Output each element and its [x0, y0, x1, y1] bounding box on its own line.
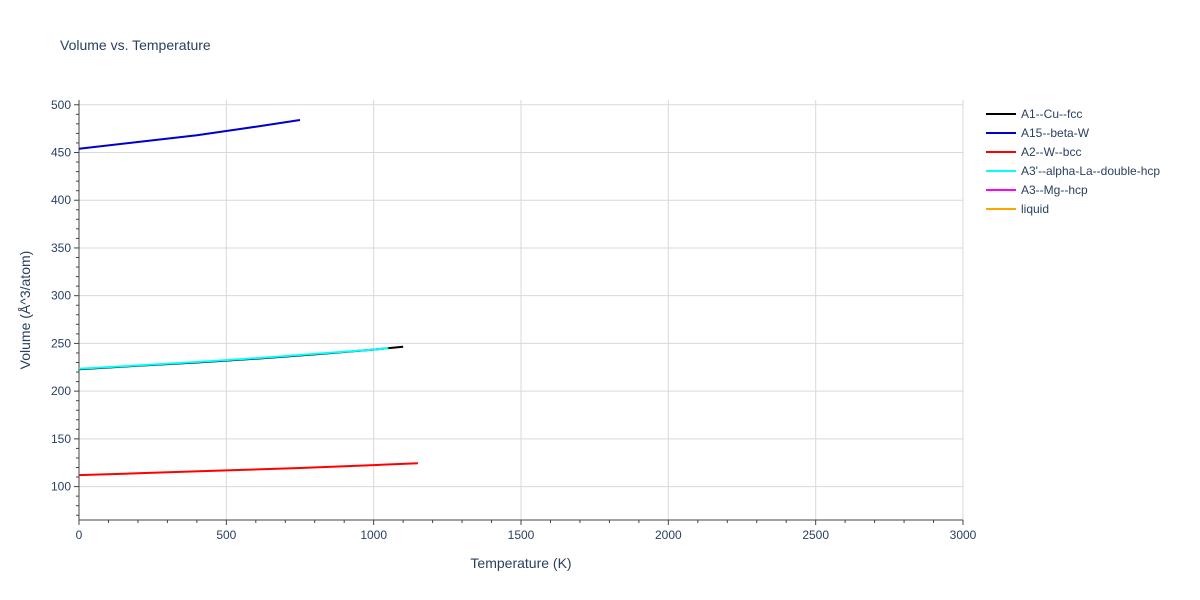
x-tick-label: 1500	[508, 528, 535, 542]
x-tick-label: 2500	[802, 528, 829, 542]
legend-label: A15--beta-W	[1021, 126, 1090, 140]
series-line-1	[78, 119, 301, 150]
legend-label: A3--Mg--hcp	[1021, 183, 1088, 197]
x-tick-label: 0	[76, 528, 83, 542]
y-tick-label: 250	[51, 336, 71, 350]
x-tick-label: 500	[216, 528, 236, 542]
y-tick-label: 500	[51, 98, 71, 112]
x-tick-label: 1000	[360, 528, 387, 542]
series	[78, 119, 418, 477]
y-tick-label: 100	[51, 480, 71, 494]
legend: A1--Cu--fcc A15--beta-W A2--W--bcc A3'--alp…	[986, 107, 1160, 216]
legend-label: liquid	[1021, 202, 1049, 216]
y-tick-label: 400	[51, 193, 71, 207]
ticks: 0 500 1000 1500 2000 2500 3000 100 150 200 250 300 3…	[51, 98, 977, 542]
y-tick-label: 300	[51, 289, 71, 303]
y-tick-label: 150	[51, 432, 71, 446]
grid	[79, 100, 964, 520]
series-line-2	[78, 462, 418, 477]
y-axis-title: Volume (Å^3/atom)	[17, 251, 33, 370]
series-line-3	[78, 347, 389, 370]
y-tick-label: 450	[51, 146, 71, 160]
y-tick-label: 200	[51, 384, 71, 398]
chart-title: Volume vs. Temperature	[60, 37, 211, 53]
legend-label: A1--Cu--fcc	[1021, 107, 1082, 121]
x-tick-label: 2000	[655, 528, 682, 542]
legend-label: A2--W--bcc	[1021, 145, 1081, 159]
x-tick-label: 3000	[950, 528, 977, 542]
x-axis-title: Temperature (K)	[470, 555, 571, 571]
y-tick-label: 350	[51, 241, 71, 255]
legend-label: A3'--alpha-La--double-hcp	[1021, 164, 1160, 178]
